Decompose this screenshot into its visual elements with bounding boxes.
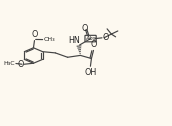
- Text: O: O: [32, 30, 38, 39]
- Text: Abs: Abs: [85, 36, 96, 41]
- Text: HN: HN: [68, 36, 80, 45]
- Text: OH: OH: [84, 68, 96, 77]
- Text: O: O: [103, 33, 109, 42]
- FancyBboxPatch shape: [85, 35, 96, 42]
- Text: H₃C: H₃C: [4, 61, 15, 66]
- Text: O: O: [82, 24, 88, 33]
- Text: O: O: [90, 40, 97, 49]
- Text: CH₃: CH₃: [43, 37, 55, 42]
- Text: O: O: [17, 60, 23, 69]
